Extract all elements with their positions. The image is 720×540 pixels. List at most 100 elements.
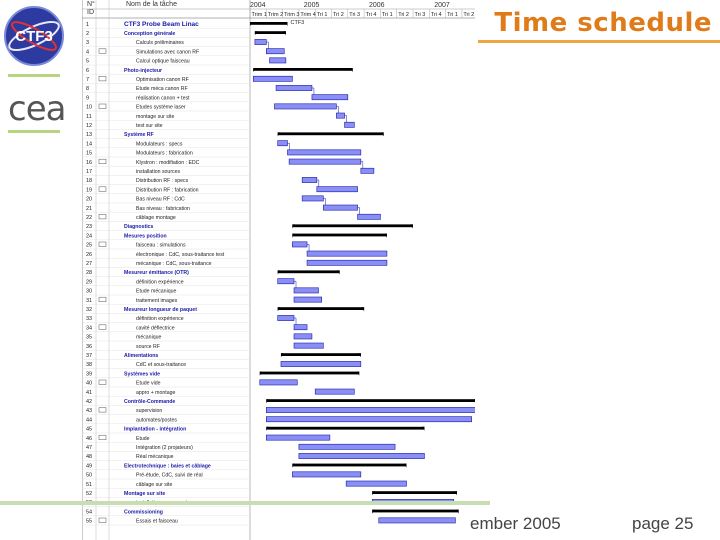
task-name: Contrôle-Commande bbox=[124, 399, 175, 405]
row-id: 27 bbox=[86, 261, 92, 267]
summary-bar bbox=[372, 509, 459, 513]
row-id: 4 bbox=[86, 49, 89, 55]
note-icon bbox=[98, 296, 107, 302]
dependency-link bbox=[360, 161, 364, 169]
note-icon bbox=[98, 214, 107, 220]
task-name: Système RF bbox=[124, 132, 154, 138]
row-id: 11 bbox=[86, 114, 92, 120]
task-bar bbox=[336, 112, 345, 119]
task-bar bbox=[259, 379, 298, 386]
task-name: CTF3 Probe Beam Linac bbox=[124, 21, 199, 28]
quarter-label: Trim 1 bbox=[252, 12, 267, 18]
row-id: 28 bbox=[86, 270, 92, 276]
task-bar bbox=[292, 471, 362, 478]
row-id: 52 bbox=[86, 491, 92, 497]
task-name: électronique : CdC, sous-traitance test bbox=[136, 252, 225, 258]
slide-title: Time schedule bbox=[494, 8, 712, 38]
dependency-link bbox=[316, 179, 320, 187]
task-bar bbox=[266, 416, 472, 423]
task-name: CdC et sous-traitance bbox=[136, 362, 186, 368]
note-icon bbox=[98, 379, 107, 385]
task-name: Etude méca canon RF bbox=[136, 86, 188, 92]
task-bar bbox=[378, 517, 456, 524]
ctf3-logo-text: CTF3 bbox=[15, 28, 53, 45]
task-name: mécanique bbox=[136, 335, 161, 341]
task-name: mécanique : CdC, sous-traitance bbox=[136, 261, 212, 267]
summary-cap bbox=[266, 426, 269, 431]
quarter-label: Tri 1 bbox=[447, 12, 458, 18]
task-name: Simulations avec canon RF bbox=[136, 49, 199, 55]
task-name: Pré-étude, CdC, suivi de réal bbox=[136, 473, 203, 479]
row-id: 43 bbox=[86, 408, 92, 414]
dependency-link bbox=[357, 207, 360, 215]
task-name: Modulateurs : specs bbox=[136, 141, 183, 147]
task-name: test sur site bbox=[136, 123, 163, 129]
summary-bar bbox=[266, 426, 425, 430]
task-name: appro + montage bbox=[136, 390, 175, 396]
task-name: Diagnostics bbox=[124, 224, 154, 230]
dependency-link bbox=[294, 317, 297, 325]
row-id: 14 bbox=[86, 141, 92, 147]
task-name: câblage sur site bbox=[136, 482, 172, 488]
task-bar bbox=[292, 241, 308, 248]
task-name: Distribution RF : fabrication bbox=[136, 187, 199, 193]
note-icon bbox=[98, 241, 107, 247]
summary-cap bbox=[454, 491, 458, 496]
task-bar bbox=[306, 250, 388, 257]
gantt-grid bbox=[82, 0, 475, 540]
task-bar bbox=[293, 333, 313, 340]
task-name: supervision bbox=[136, 408, 162, 414]
task-name: Photo-injecteur bbox=[124, 68, 162, 74]
row-id: 37 bbox=[86, 353, 92, 359]
row-id: 26 bbox=[86, 252, 92, 258]
summary-cap bbox=[381, 132, 384, 137]
task-name: Bas niveau RF : CdC bbox=[136, 197, 185, 203]
row-id: 15 bbox=[86, 151, 92, 157]
task-bar bbox=[298, 453, 425, 459]
task-name: Etude mécanique bbox=[136, 289, 176, 295]
summary-cap bbox=[421, 426, 425, 431]
task-bar bbox=[266, 434, 331, 441]
task-name: Etude vide bbox=[136, 381, 161, 387]
summary-bar bbox=[292, 233, 387, 237]
note-icon bbox=[98, 434, 107, 440]
summary-cap bbox=[253, 68, 256, 72]
task-name: Etude bbox=[136, 436, 150, 442]
footer-date: ember 2005 bbox=[470, 514, 561, 533]
row-id: 6 bbox=[86, 68, 89, 74]
task-name: montage sur site bbox=[136, 114, 174, 120]
row-id: 34 bbox=[86, 325, 92, 331]
gantt-chart: N° ID Nom de la tâche 2004 2005 2006 2007 2… bbox=[82, 0, 475, 540]
task-bar bbox=[311, 94, 349, 101]
row-id: 31 bbox=[86, 298, 92, 304]
task-bar bbox=[323, 204, 358, 211]
footer-page-number: page 25 bbox=[632, 514, 694, 533]
row-id: 41 bbox=[86, 390, 92, 396]
task-name: Conception générale bbox=[124, 31, 175, 37]
task-name: installation sources bbox=[136, 169, 181, 175]
row-id: 8 bbox=[86, 86, 89, 92]
task-name: câblage montage bbox=[136, 215, 176, 221]
task-bar bbox=[301, 177, 318, 183]
summary-cap bbox=[277, 132, 281, 137]
summary-cap bbox=[259, 371, 263, 376]
row-id: 49 bbox=[86, 463, 92, 469]
summary-bar bbox=[254, 31, 286, 34]
task-name: définition expérience bbox=[136, 316, 184, 322]
row-id: 32 bbox=[86, 307, 92, 313]
note-icon bbox=[98, 407, 107, 413]
quarter-label: Tri 4 bbox=[366, 12, 377, 18]
year-label: 2005 bbox=[304, 2, 320, 9]
quarter-label: Tri 3 bbox=[349, 12, 360, 18]
row-id: 20 bbox=[86, 197, 92, 203]
task-bar bbox=[277, 315, 295, 321]
note-icon bbox=[98, 48, 107, 54]
row-id: 13 bbox=[86, 132, 92, 138]
summary-cap bbox=[254, 31, 258, 36]
task-name: Commissioning bbox=[124, 509, 163, 515]
note-icon bbox=[98, 103, 107, 109]
task-name: Electrotechnique : baies et câblage bbox=[124, 463, 211, 469]
summary-bar bbox=[277, 307, 365, 310]
quarter-label: Tri 2 bbox=[398, 12, 409, 18]
summary-cap bbox=[292, 224, 295, 229]
